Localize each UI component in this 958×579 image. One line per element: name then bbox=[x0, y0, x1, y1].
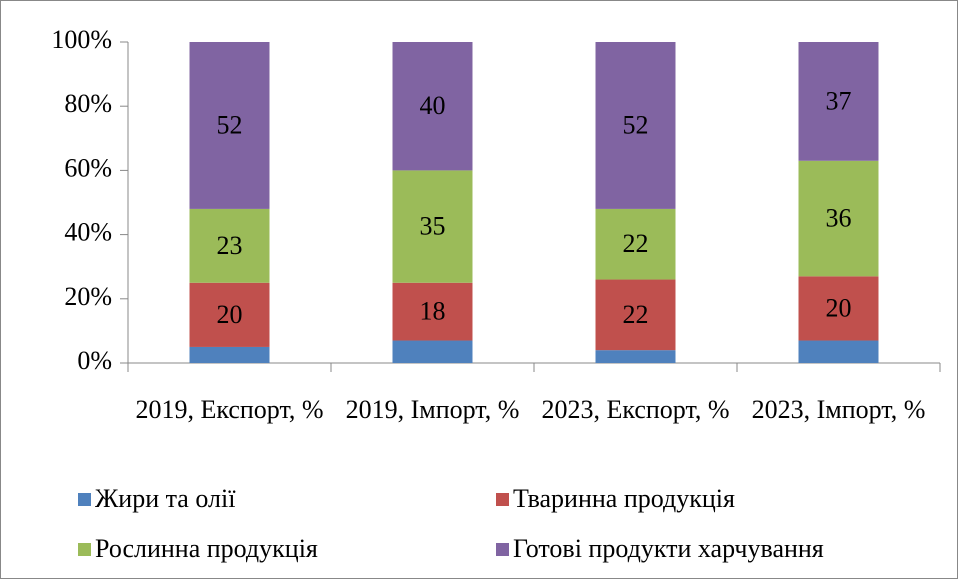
bar-segment bbox=[798, 340, 879, 363]
bar-segment bbox=[595, 208, 676, 280]
data-label: 35 bbox=[420, 212, 446, 241]
bar-segment bbox=[798, 160, 879, 277]
x-tick-label: 2019, Імпорт, % bbox=[345, 395, 520, 424]
legend-swatch bbox=[78, 543, 91, 556]
data-label: 23 bbox=[217, 231, 243, 260]
y-tick-label: 0% bbox=[77, 346, 112, 375]
y-tick-label: 40% bbox=[64, 218, 112, 247]
bar-segment bbox=[189, 42, 270, 209]
data-label: 20 bbox=[217, 300, 243, 329]
legend-swatch bbox=[496, 543, 509, 556]
x-tick-label: 2019, Експорт, % bbox=[135, 395, 324, 424]
bar-segment bbox=[798, 276, 879, 341]
legend-label: Жири та олії bbox=[95, 484, 236, 513]
x-tick-label: 2023, Імпорт, % bbox=[751, 395, 926, 424]
legend-swatch bbox=[78, 493, 91, 506]
y-tick-label: 20% bbox=[64, 282, 112, 311]
bar-segment bbox=[595, 279, 676, 351]
data-label: 40 bbox=[420, 91, 446, 120]
data-label: 20 bbox=[826, 293, 852, 322]
data-label: 37 bbox=[826, 86, 852, 115]
y-tick-label: 80% bbox=[64, 89, 112, 118]
bar-segment bbox=[392, 282, 473, 341]
bar-segment bbox=[595, 350, 676, 363]
legend-label: Рослинна продукція bbox=[95, 534, 318, 563]
bar-segment bbox=[189, 346, 270, 363]
bar-segment bbox=[595, 42, 676, 209]
data-label: 18 bbox=[420, 297, 446, 326]
legend-swatch bbox=[496, 493, 509, 506]
y-tick-label: 60% bbox=[64, 153, 112, 182]
bar-segment bbox=[392, 42, 473, 171]
y-tick-label: 100% bbox=[51, 25, 112, 54]
data-label: 36 bbox=[826, 204, 852, 233]
x-tick-label: 2023, Експорт, % bbox=[541, 395, 730, 424]
data-label: 52 bbox=[623, 110, 649, 139]
legend-label: Тваринна продукція bbox=[513, 484, 735, 513]
data-label: 22 bbox=[623, 300, 649, 329]
legend-label: Готові продукти харчування bbox=[513, 534, 824, 563]
bar-segment bbox=[798, 42, 879, 161]
bar-segment bbox=[392, 170, 473, 283]
bar-segment bbox=[189, 282, 270, 347]
bar-segment bbox=[189, 208, 270, 283]
bar-segment bbox=[392, 340, 473, 363]
data-label: 52 bbox=[217, 110, 243, 139]
data-label: 22 bbox=[623, 229, 649, 258]
